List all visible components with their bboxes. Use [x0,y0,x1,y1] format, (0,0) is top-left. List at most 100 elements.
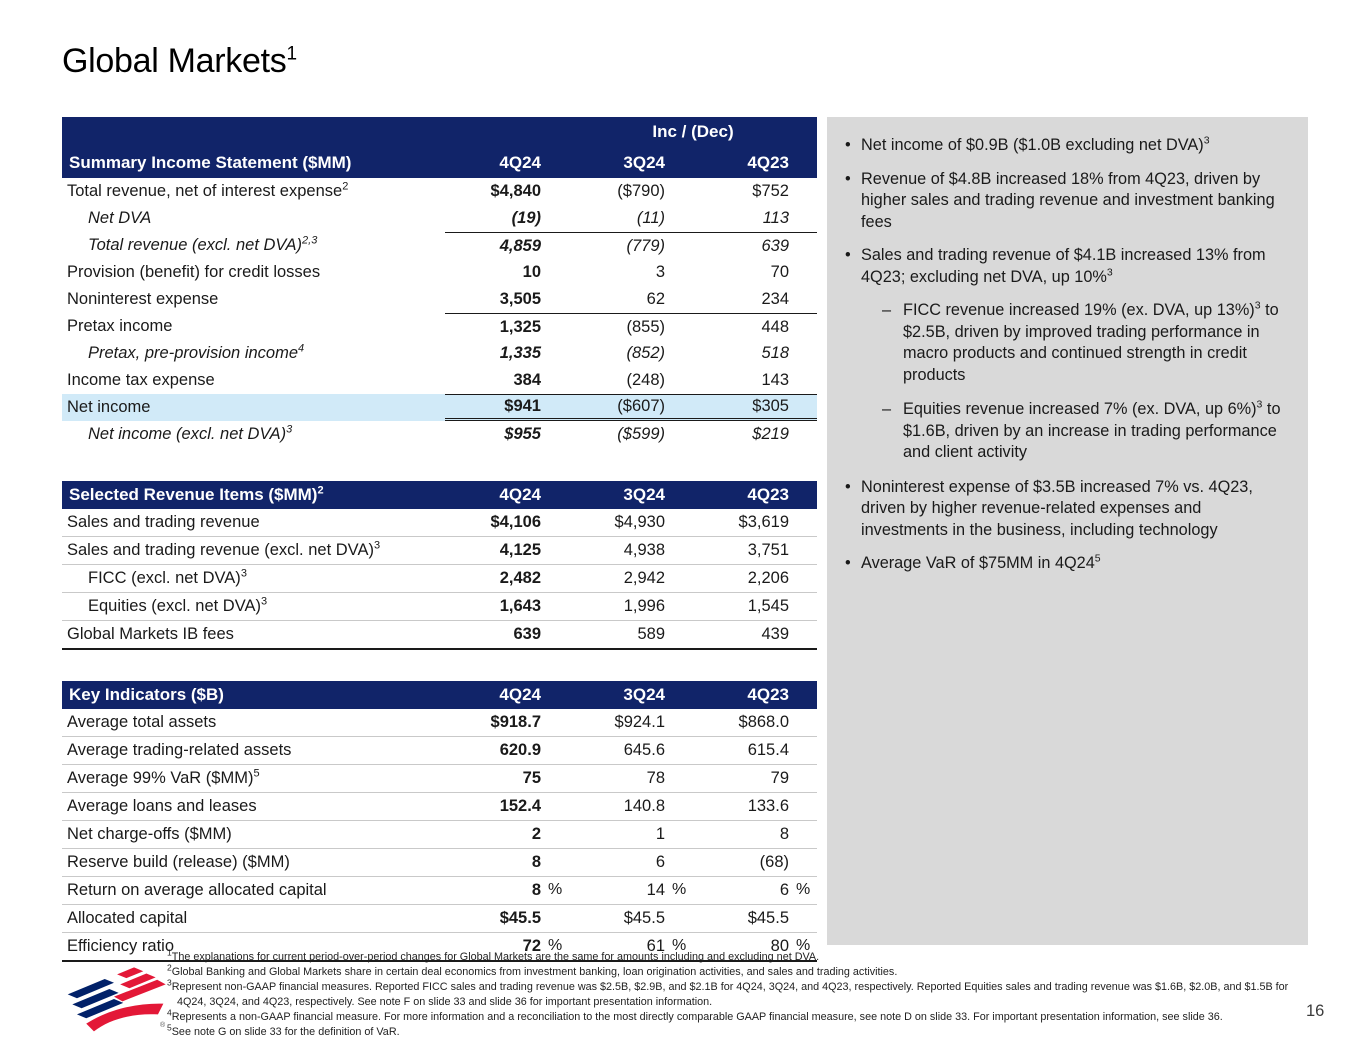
value-cell: 70 [770,263,789,281]
value-cell: 143 [761,371,789,389]
bullet-text: Noninterest expense of $3.5B increased 7… [861,477,1253,539]
key-indicators-table: Key Indicators ($B) 4Q24 3Q24 4Q23 Avera… [62,681,817,962]
column-header: 4Q24 [499,485,541,504]
summary-table-header: Summary Income Statement ($MM) 4Q24 3Q24… [62,147,817,178]
bullet-marker: • [845,554,851,572]
value-cell: 14 [646,881,665,899]
value-cell: 2,206 [747,569,789,587]
sub-bullet-item: – Equities revenue increased 7% (ex. DVA,… [882,399,1284,464]
value-cell: 2 [531,825,541,843]
value-cell: $45.5 [499,909,541,927]
column-header: 4Q23 [747,485,789,504]
indicators-table-header: Key Indicators ($B) 4Q24 3Q24 4Q23 [62,681,817,709]
row-label: Global Markets IB fees [67,625,234,643]
table-row: Efficiency ratio 72% 61% 80% [62,933,817,962]
value-cell: 8 [531,881,541,899]
row-label: Average 99% VaR ($MM)5 [67,767,260,787]
inc-dec-header-row: Inc / (Dec) [62,117,817,147]
value-cell: 140.8 [623,797,665,815]
value-cell: 4,125 [499,541,541,559]
summary-income-statement-table: Inc / (Dec) Summary Income Statement ($M… [62,117,817,448]
footnotes: 1The explanations for current period-ove… [167,947,1309,1040]
value-cell: (68) [759,853,789,871]
value-cell: $305 [752,397,789,415]
dash-marker: – [882,301,892,319]
value-cell: $4,106 [490,513,541,531]
table-row: Net income (excl. net DVA)3 $955 ($599) $21… [62,421,817,448]
value-cell: 62 [646,290,665,308]
table-row: Pretax income 1,325 (855) 448 [62,313,817,340]
value-cell: 8 [531,853,541,871]
table-title: Selected Revenue Items ($MM)2 [69,484,324,504]
sub-bullet-item: – FICC revenue increased 19% (ex. DVA, up… [882,300,1284,386]
value-cell: 152.4 [499,797,541,815]
column-header: 4Q24 [499,152,541,172]
value-cell: $918.7 [490,713,541,731]
value-cell: 75 [522,769,541,787]
row-label: Net income [67,398,151,416]
row-label: Return on average allocated capital [67,881,327,899]
row-label: Pretax, pre-provision income4 [88,342,305,362]
value-cell: 639 [761,236,789,255]
row-label: Net DVA [88,209,152,227]
column-header: 3Q24 [623,152,665,172]
bullet-text: Average VaR of $75MM in 4Q245 [861,552,1101,572]
value-cell: 8 [779,825,789,843]
row-label: Net income (excl. net DVA)3 [88,423,293,443]
value-cell: 518 [761,344,789,362]
value-cell: $3,619 [738,513,789,531]
bullet-marker: • [845,246,851,264]
value-cell: 4,938 [623,541,665,559]
table-row: Net DVA (19) (11) 113 [62,205,817,232]
row-label: Average total assets [67,713,217,731]
column-header: 3Q24 [623,685,665,704]
row-label: Net charge-offs ($MM) [67,825,232,843]
table-row: Average 99% VaR ($MM)5 75 78 79 [62,765,817,793]
value-cell: 589 [637,625,665,643]
value-cell: $924.1 [614,713,665,731]
row-label: Efficiency ratio [67,937,174,955]
value-cell: $4,840 [490,182,541,200]
bullet-text: FICC revenue increased 19% (ex. DVA, up … [903,299,1279,384]
selected-revenue-items-table: Selected Revenue Items ($MM)2 4Q24 3Q24 … [62,481,817,650]
table-row: Net charge-offs ($MM) 2 1 8 [62,821,817,849]
row-label: Noninterest expense [67,290,219,308]
bullet-text: Net income of $0.9B ($1.0B excluding net… [861,134,1210,154]
value-cell: 1 [655,825,665,843]
bullet-item: • Net income of $0.9B ($1.0B excluding ne… [845,135,1284,157]
value-cell: (779) [626,236,665,255]
table-row: FICC (excl. net DVA)3 2,482 2,942 2,206 [62,565,817,593]
value-cell: ($607) [617,397,665,415]
value-cell: 3,751 [747,541,789,559]
value-cell: $45.5 [747,909,789,927]
value-cell: 80 [770,937,789,955]
value-cell: 645.6 [623,741,665,759]
value-cell: (248) [626,371,665,389]
value-cell: $45.5 [623,909,665,927]
value-cell: 2,482 [499,569,541,587]
value-cell: 3 [655,263,665,281]
value-cell: 113 [762,209,789,227]
column-header: 4Q23 [747,685,789,704]
table-row: Allocated capital $45.5 $45.5 $45.5 [62,905,817,933]
value-cell: (852) [626,344,665,362]
value-cell: 615.4 [747,741,789,759]
value-cell: $219 [752,425,789,443]
value-cell: 10 [522,263,541,281]
value-cell: 1,643 [499,597,541,615]
value-cell: 639 [513,625,541,643]
bullet-item: • Sales and trading revenue of $4.1B incr… [845,245,1284,288]
dash-marker: – [882,400,892,418]
page-number: 16 [1306,1002,1325,1020]
value-cell: 2,942 [623,569,665,587]
value-cell: (19) [511,209,541,227]
value-cell: 384 [513,371,541,389]
footnote: 1The explanations for current period-ove… [167,947,820,963]
tables-column: Inc / (Dec) Summary Income Statement ($M… [62,117,817,962]
value-cell: $868.0 [738,713,789,731]
row-label: Provision (benefit) for credit losses [67,263,321,281]
value-cell: $752 [752,182,789,200]
value-cell: 72 [522,937,541,955]
table-row: Average loans and leases 152.4 140.8 133.6 [62,793,817,821]
